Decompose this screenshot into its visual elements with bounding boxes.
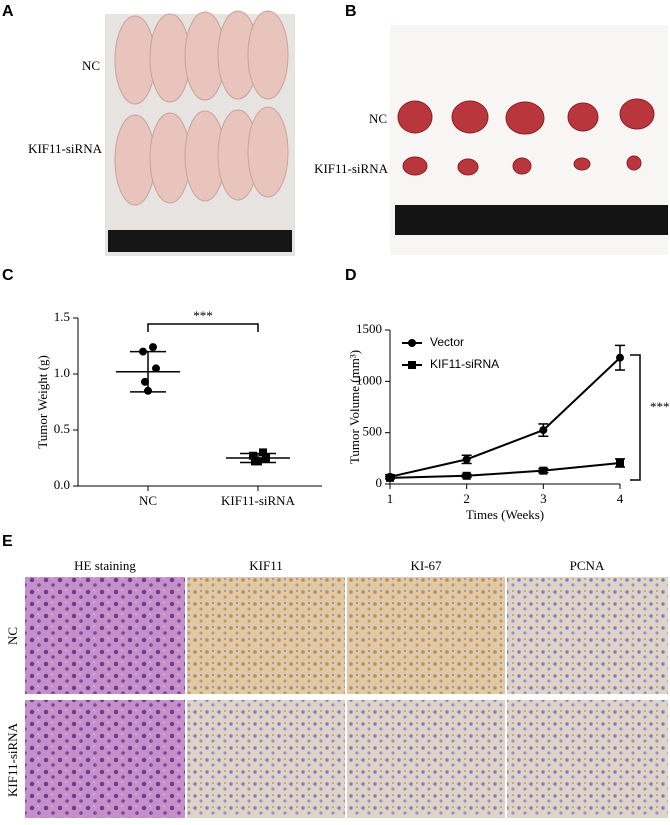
y-tick-label: 0.5 xyxy=(54,421,70,436)
x-tick-label: 4 xyxy=(617,491,624,506)
y-tick-label: 1500 xyxy=(356,321,382,336)
legend-marker xyxy=(408,339,416,347)
mice xyxy=(114,10,289,206)
marker xyxy=(259,448,267,457)
x-tick-label: NC xyxy=(139,493,157,508)
y-tick-label: 0.0 xyxy=(54,477,70,492)
y-tick-label: 0 xyxy=(376,475,383,490)
legend-label: Vector xyxy=(430,335,464,349)
marker xyxy=(144,386,152,395)
y-axis-label: Tumor Weight (g) xyxy=(35,355,50,449)
legend-label: KIF11-siRNA xyxy=(430,357,499,371)
column-label: KI-67 xyxy=(410,558,442,573)
significance-bracket xyxy=(630,354,641,481)
y-tick-label: 500 xyxy=(363,424,383,439)
x-tick-label: KIF11-siRNA xyxy=(221,493,296,508)
row-label: KIF11-siRNA xyxy=(5,722,20,797)
marker xyxy=(149,343,157,352)
marker xyxy=(462,471,471,480)
x-tick-label: 1 xyxy=(387,491,394,506)
row-label: NC xyxy=(369,111,387,126)
y-tick-label: 1000 xyxy=(356,372,382,387)
row-label: KIF11-siRNA xyxy=(28,141,103,156)
marker xyxy=(462,455,471,464)
column-label: PCNA xyxy=(570,558,605,573)
panel-label: D xyxy=(345,267,357,284)
series-line xyxy=(389,461,621,479)
significance-bracket xyxy=(147,323,259,332)
annotation: *** xyxy=(650,399,670,414)
column-label: KIF11 xyxy=(249,558,282,573)
legend-marker xyxy=(408,361,416,369)
panel-label: B xyxy=(345,3,357,20)
column-label: HE staining xyxy=(74,558,136,573)
micrographs xyxy=(25,577,668,818)
row-label: NC xyxy=(5,627,20,645)
marker xyxy=(152,364,160,373)
x-axis-label: Times (Weeks) xyxy=(466,507,544,522)
marker xyxy=(616,353,624,362)
marker xyxy=(249,451,257,460)
ruler xyxy=(108,230,292,252)
y-tick-label: 1.0 xyxy=(54,365,70,380)
y-tick-label: 1.5 xyxy=(54,309,70,324)
ruler xyxy=(395,205,668,235)
panel-label: A xyxy=(2,3,14,20)
marker xyxy=(262,454,270,462)
y-axis-label: Tumor Volume (mm³) xyxy=(347,350,362,464)
marker xyxy=(539,466,548,475)
series-line xyxy=(389,356,621,478)
marker xyxy=(254,457,262,466)
panel-label: E xyxy=(2,533,13,550)
marker xyxy=(386,473,394,482)
row-label: KIF11-siRNA xyxy=(314,161,389,176)
marker xyxy=(539,426,548,435)
annotation: *** xyxy=(193,308,213,323)
marker xyxy=(141,377,149,386)
row-label: NC xyxy=(82,58,100,73)
tumors xyxy=(397,98,655,176)
panel-label: C xyxy=(2,267,14,284)
marker xyxy=(616,458,624,467)
marker xyxy=(139,347,147,356)
x-tick-label: 3 xyxy=(540,491,547,506)
x-tick-label: 2 xyxy=(463,491,470,506)
